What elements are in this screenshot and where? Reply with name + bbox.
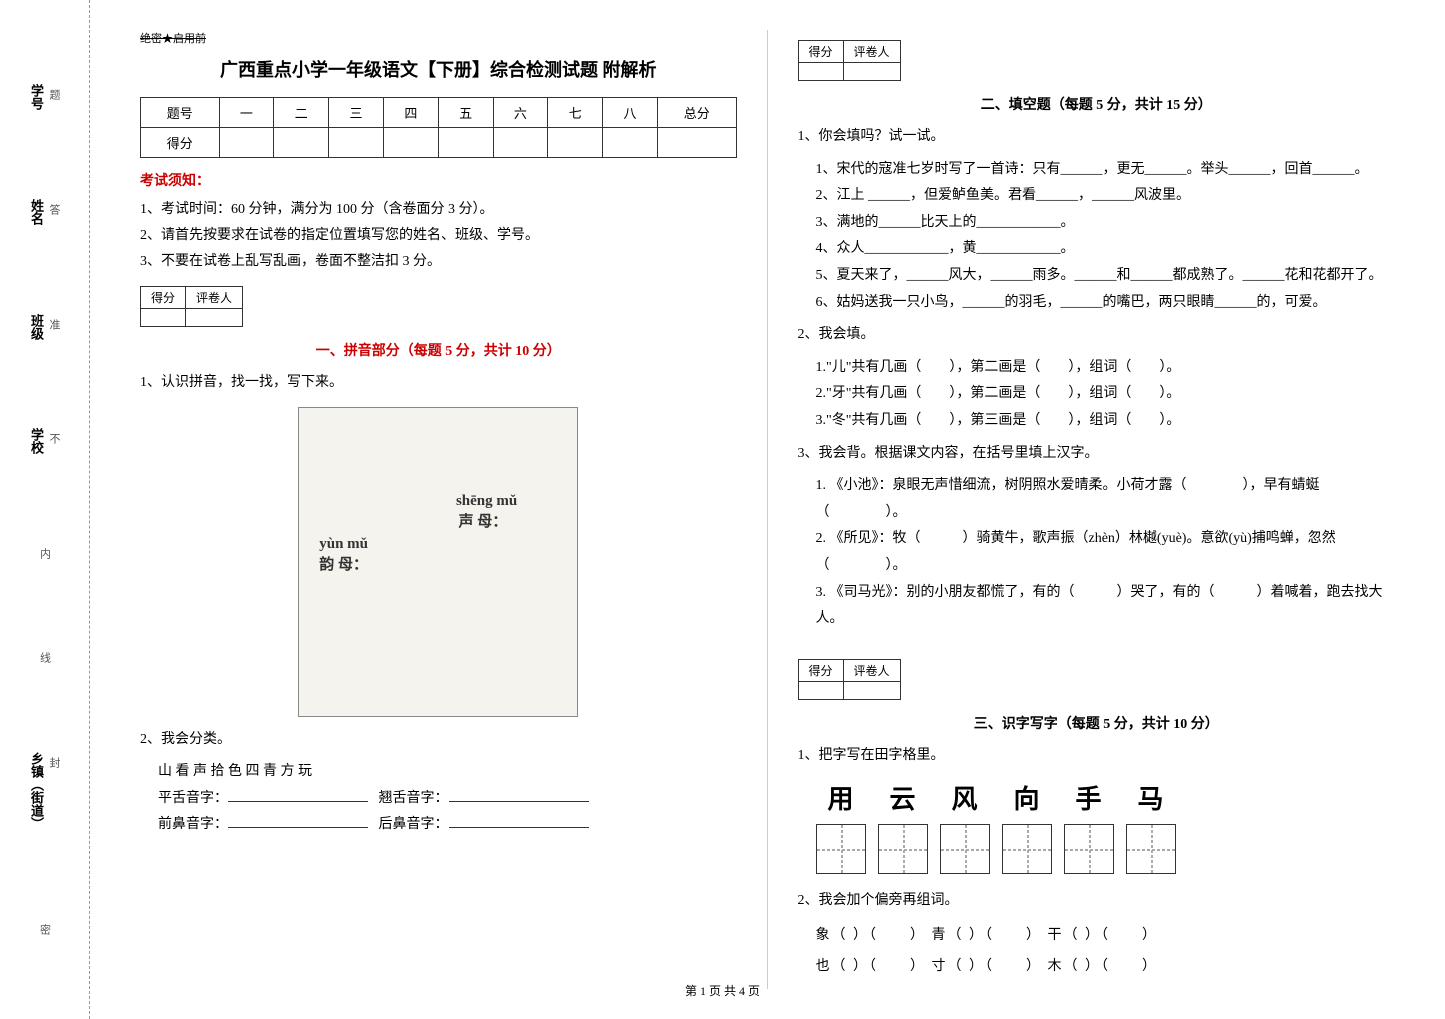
tianzige-cell — [816, 824, 866, 874]
tianzige-cell — [1064, 824, 1114, 874]
exam-content: 绝密★启用前 广西重点小学一年级语文【下册】综合检测试题 附解析 题号 一 二 … — [90, 0, 1445, 1019]
question-1-1: 1、认识拼音，找一找，写下来。 — [140, 370, 737, 397]
question-2-1: 1、你会填吗？试一试。 — [798, 124, 1396, 151]
page-footer: 第 1 页 共 4 页 — [685, 982, 760, 999]
rule-item: 3、不要在试卷上乱写乱画，卷面不整洁扣 3 分。 — [140, 250, 737, 270]
score-header: 题号 — [141, 98, 220, 128]
sidebar-sub: 内 — [37, 548, 53, 559]
score-header: 五 — [438, 98, 493, 128]
sidebar-label: 乡镇（街道） — [27, 752, 46, 830]
confidential-mark: 绝密★启用前 — [140, 30, 737, 46]
illus-yunmu-cn: 韵 母： — [319, 553, 368, 574]
sidebar-label: 班级 — [27, 314, 46, 340]
question-1-2-chars: 山 看 声 拾 色 四 青 方 玩 — [158, 759, 737, 786]
illus-shengmu-pinyin: shēng mǔ — [456, 493, 517, 510]
grader-label: 评卷人 — [843, 659, 900, 681]
label: 翘舌音字： — [379, 791, 449, 806]
section-1-title: 一、拼音部分（每题 5 分，共计 10 分） — [140, 340, 737, 360]
question-2-2: 2、我会填。 — [798, 322, 1396, 349]
question-1-2: 2、我会分类。 — [140, 727, 737, 754]
exam-notice-title: 考试须知： — [140, 170, 737, 190]
sidebar-sub: 不 — [46, 433, 62, 454]
score-entry-box: 得分评卷人 — [798, 659, 901, 700]
sidebar-label: 姓名 — [27, 199, 46, 225]
score-header: 总分 — [657, 98, 736, 128]
score-header: 八 — [603, 98, 658, 128]
question-1-2-row: 前鼻音字： 后鼻音字： — [158, 812, 737, 839]
score-entry-box: 得分评卷人 — [798, 40, 901, 81]
tian-char: 向 — [1002, 779, 1052, 816]
sidebar-sub: 题 — [46, 89, 62, 110]
sidebar-label: 学号 — [27, 84, 46, 110]
q-item: 4、众人____________，黄____________。 — [816, 236, 1396, 263]
q-item: 2、江上 ______，但爱鲈鱼美。君看______，______风波里。 — [816, 183, 1396, 210]
sidebar-sub: 封 — [46, 757, 62, 830]
score-label: 得分 — [798, 41, 843, 63]
q-item: 也（ ）（ ） 寸（ ）（ ） 木（ ）（ ） — [816, 952, 1396, 983]
label: 平舌音字： — [158, 791, 228, 806]
left-column: 绝密★启用前 广西重点小学一年级语文【下册】综合检测试题 附解析 题号 一 二 … — [110, 30, 768, 989]
q-item: 3."冬"共有几画（ ），第三画是（ ），组词（ ）。 — [816, 408, 1396, 435]
question-3-1: 1、把字写在田字格里。 — [798, 743, 1396, 770]
sidebar-sub: 准 — [46, 319, 62, 340]
score-header: 三 — [329, 98, 384, 128]
tianzige-cell — [878, 824, 928, 874]
section-2-title: 二、填空题（每题 5 分，共计 15 分） — [798, 94, 1396, 114]
tian-char: 云 — [878, 779, 928, 816]
score-header: 一 — [219, 98, 274, 128]
score-entry-box: 得分评卷人 — [140, 286, 243, 327]
q-item: 3、满地的______比天上的____________。 — [816, 210, 1396, 237]
exam-title: 广西重点小学一年级语文【下册】综合检测试题 附解析 — [140, 56, 737, 82]
grader-label: 评卷人 — [843, 41, 900, 63]
score-row-label: 得分 — [141, 128, 220, 158]
question-3-2: 2、我会加个偏旁再组词。 — [798, 888, 1396, 915]
q-item: 2. 《所见》：牧（ ）骑黄牛，歌声振（zhèn）林樾(yuè)。意欲(yù)捕… — [816, 526, 1396, 579]
rule-item: 2、请首先按要求在试卷的指定位置填写您的姓名、班级、学号。 — [140, 224, 737, 244]
tian-char: 马 — [1126, 779, 1176, 816]
pinyin-illustration: shēng mǔ 声 母： yùn mǔ 韵 母： — [298, 407, 578, 717]
label: 前鼻音字： — [158, 817, 228, 832]
tianzige-cell — [1126, 824, 1176, 874]
binding-sidebar: 学号题 姓名答 班级准 学校不 内 线 乡镇（街道）封 密 — [0, 0, 90, 1019]
tianzige-cell — [940, 824, 990, 874]
tian-char: 用 — [816, 779, 866, 816]
q-item: 1、宋代的寇准七岁时写了一首诗：只有______，更无______。举头____… — [816, 157, 1396, 184]
question-1-2-row: 平舌音字： 翘舌音字： — [158, 786, 737, 813]
sidebar-sub: 线 — [37, 652, 53, 663]
tianzige-section: 用 云 风 向 手 马 — [798, 779, 1396, 874]
exam-rules: 1、考试时间：60 分钟，满分为 100 分（含卷面分 3 分）。 2、请首先按… — [140, 198, 737, 270]
tian-char: 风 — [940, 779, 990, 816]
rule-item: 1、考试时间：60 分钟，满分为 100 分（含卷面分 3 分）。 — [140, 198, 737, 218]
q-item: 3. 《司马光》：别的小朋友都慌了，有的（ ）哭了，有的（ ）着喊着，跑去找大人… — [816, 580, 1396, 633]
score-header: 二 — [274, 98, 329, 128]
score-header: 四 — [383, 98, 438, 128]
sidebar-sub: 答 — [46, 204, 62, 225]
q-item: 象（ ）（ ） 青（ ）（ ） 干（ ）（ ） — [816, 921, 1396, 952]
grader-label: 评卷人 — [186, 287, 243, 309]
illus-yunmu-pinyin: yùn mǔ — [319, 536, 368, 553]
section-3-title: 三、识字写字（每题 5 分，共计 10 分） — [798, 713, 1396, 733]
score-label: 得分 — [141, 287, 186, 309]
label: 后鼻音字： — [379, 817, 449, 832]
tian-char: 手 — [1064, 779, 1114, 816]
q-item: 5、夏天来了，______风大，______雨多。______和______都成… — [816, 263, 1396, 290]
sidebar-label: 学校 — [27, 428, 46, 454]
q-item: 1. 《小池》：泉眼无声惜细流，树阴照水爱晴柔。小荷才露（ ），早有蜻蜓（ ）。 — [816, 473, 1396, 526]
q-item: 2."牙"共有几画（ ），第二画是（ ），组词（ ）。 — [816, 381, 1396, 408]
illus-shengmu-cn: 声 母： — [458, 510, 507, 531]
score-summary-table: 题号 一 二 三 四 五 六 七 八 总分 得分 — [140, 97, 737, 158]
q-item: 1."儿"共有几画（ ），第二画是（ ），组词（ ）。 — [816, 355, 1396, 382]
right-column: 得分评卷人 二、填空题（每题 5 分，共计 15 分） 1、你会填吗？试一试。 … — [768, 30, 1426, 989]
question-2-3: 3、我会背。根据课文内容，在括号里填上汉字。 — [798, 441, 1396, 468]
q-item: 6、姑妈送我一只小鸟，______的羽毛，______的嘴巴，两只眼睛_____… — [816, 290, 1396, 317]
sidebar-sub: 密 — [37, 924, 53, 935]
score-label: 得分 — [798, 659, 843, 681]
score-header: 六 — [493, 98, 548, 128]
score-header: 七 — [548, 98, 603, 128]
tianzige-cell — [1002, 824, 1052, 874]
